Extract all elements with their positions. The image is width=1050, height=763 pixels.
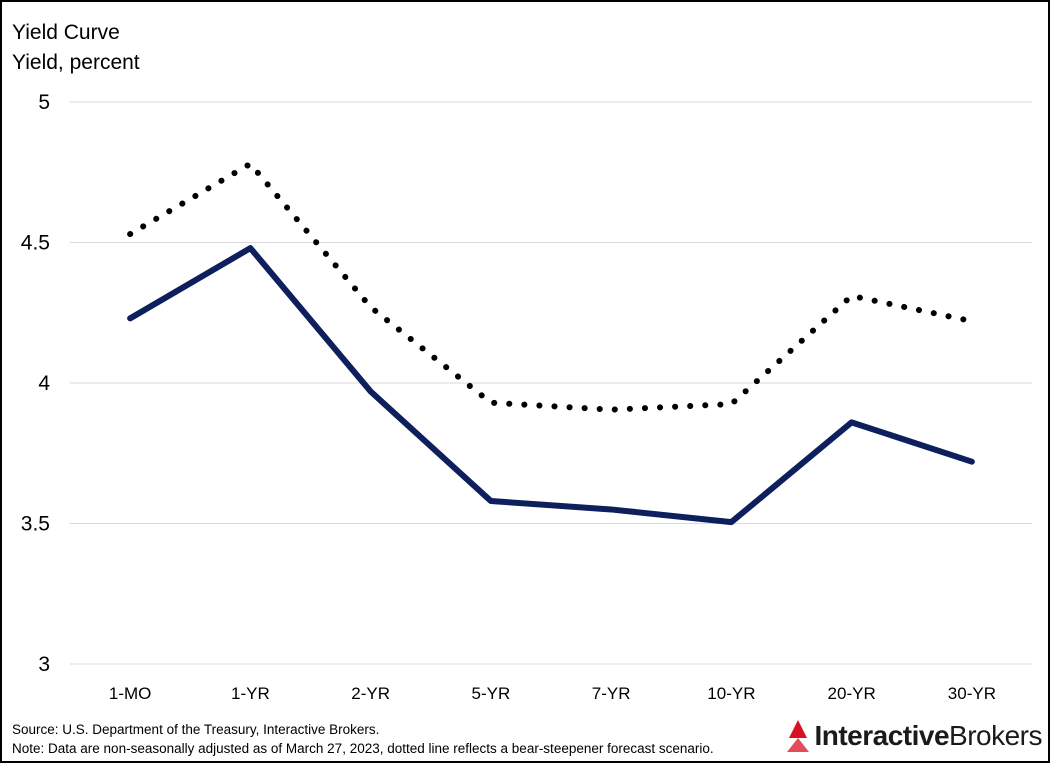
x-tick-label: 1-MO xyxy=(109,684,152,703)
y-tick-label: 4.5 xyxy=(21,232,50,255)
x-tick-label: 2-YR xyxy=(351,684,390,703)
y-tick-label: 3.5 xyxy=(21,513,50,536)
x-tick-label: 7-YR xyxy=(592,684,631,703)
x-tick-label: 1-YR xyxy=(231,684,270,703)
x-tick-label: 30-YR xyxy=(948,684,996,703)
interactive-brokers-logo-icon xyxy=(787,720,810,752)
y-tick-label: 3 xyxy=(38,653,50,676)
footnote: Note: Data are non-seasonally adjusted a… xyxy=(12,741,714,756)
gridlines xyxy=(70,101,1032,665)
y-tick-label: 4 xyxy=(38,372,50,395)
x-tick-label: 20-YR xyxy=(828,684,876,703)
source-note: Source: U.S. Department of the Treasury,… xyxy=(12,722,380,737)
x-tick-label: 10-YR xyxy=(707,684,755,703)
chart-title: Yield Curve xyxy=(12,21,120,44)
chart-subtitle: Yield, percent xyxy=(12,51,140,74)
forecast-series-line xyxy=(127,160,975,413)
series-lines xyxy=(127,160,975,526)
logo-text-light: Brokers xyxy=(949,720,1042,751)
x-axis-ticks: 1-MO 1-YR 2-YR 5-YR 7-YR 10-YR 20-YR 30-YR xyxy=(109,684,996,703)
interactive-brokers-logo: InteractiveBrokers xyxy=(785,716,1042,756)
yield-curve-chart: 3 3.5 4 4.5 5 1-MO 1-YR 2-YR 5-YR 7-YR 10-YR 20-YR… xyxy=(21,91,1032,703)
current-series-line xyxy=(127,245,975,526)
logo-text-bold: Interactive xyxy=(814,720,950,751)
y-tick-label: 5 xyxy=(38,91,50,114)
x-tick-label: 5-YR xyxy=(472,684,511,703)
y-axis-ticks: 3 3.5 4 4.5 5 xyxy=(21,91,51,676)
